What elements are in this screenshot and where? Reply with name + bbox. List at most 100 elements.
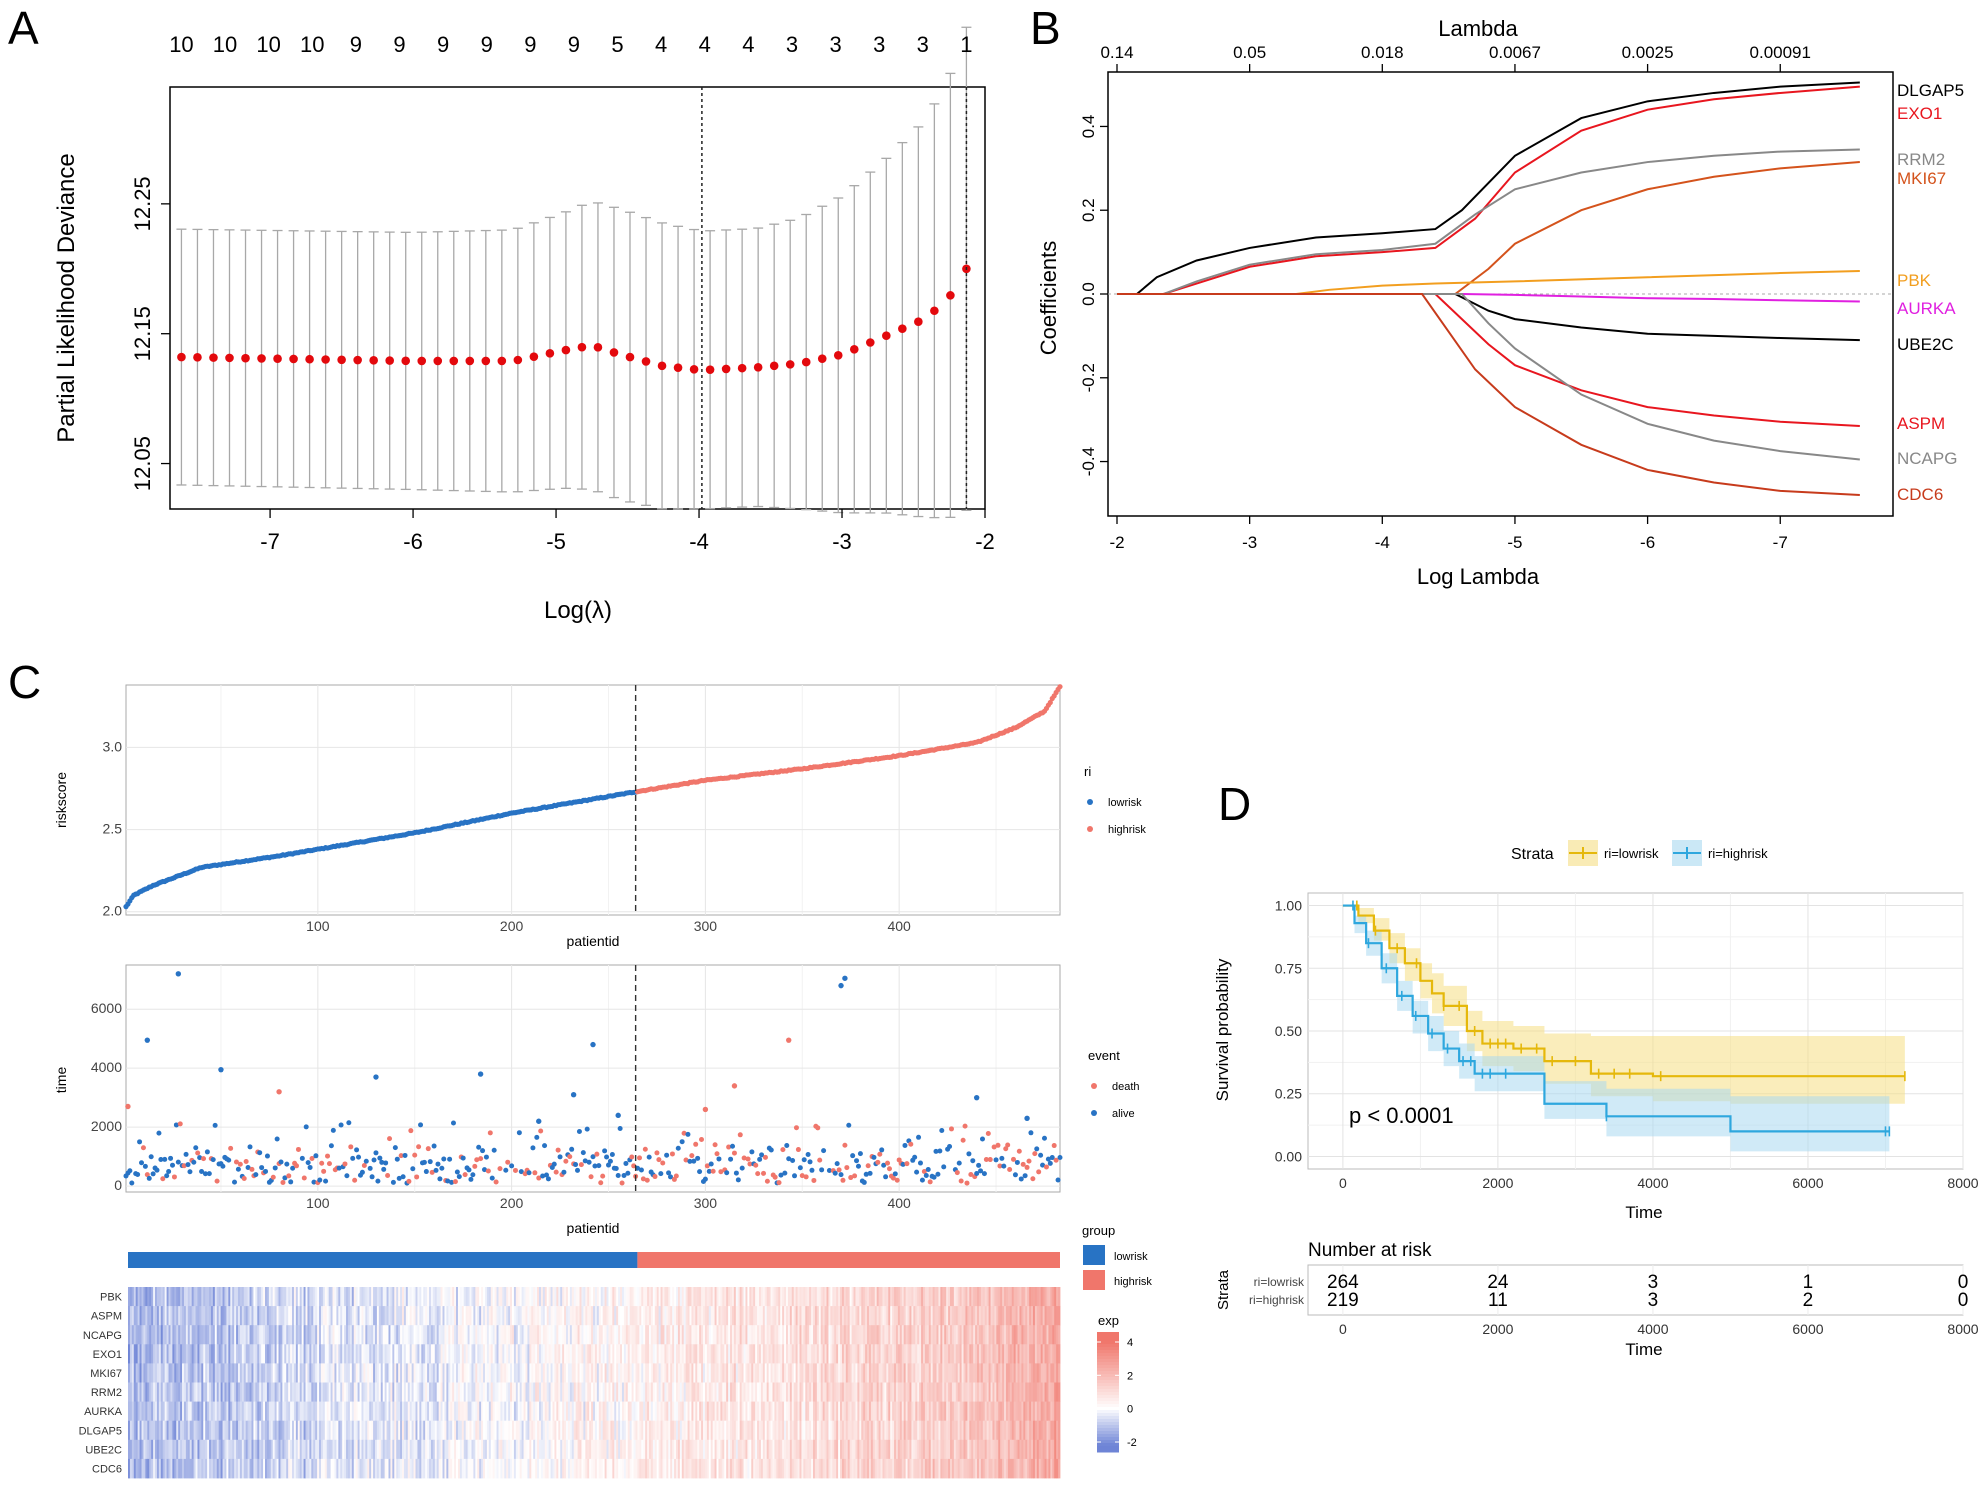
deviance-point xyxy=(257,354,266,363)
time-point xyxy=(1036,1169,1041,1174)
heatmap-cell xyxy=(1058,1287,1060,1307)
time-point xyxy=(141,1145,146,1150)
time-point xyxy=(732,1151,737,1156)
coef-path-rrm2 xyxy=(1117,149,1860,294)
deviance-point xyxy=(433,357,442,366)
panel-label-b: B xyxy=(1030,2,1061,54)
time-point xyxy=(703,1177,708,1182)
time-point xyxy=(156,1131,161,1136)
time-point xyxy=(453,1179,458,1184)
time-point xyxy=(530,1145,535,1150)
time-point xyxy=(924,1173,929,1178)
panel-c-heatmap: PBKASPMNCAPGEXO1MKI67RRM2AURKADLGAP5UBE2… xyxy=(79,1223,1153,1478)
time-point xyxy=(412,1153,417,1158)
deviance-point xyxy=(530,352,539,361)
time-point xyxy=(769,1147,774,1152)
legend-swatch xyxy=(1091,1110,1097,1116)
time-point xyxy=(703,1107,708,1112)
time-point xyxy=(470,1172,475,1177)
y-tick-label: 12.15 xyxy=(130,306,155,361)
top-count: 9 xyxy=(393,32,405,57)
time-point xyxy=(780,1147,785,1152)
time-point xyxy=(980,1137,985,1142)
time-point xyxy=(802,1157,807,1162)
top-count: 4 xyxy=(742,32,754,57)
time-point xyxy=(604,1154,609,1159)
time-point xyxy=(937,1148,942,1153)
time-point xyxy=(1042,1136,1047,1141)
gene-label-dlgap5: DLGAP5 xyxy=(1897,81,1964,100)
time-point xyxy=(660,1160,665,1165)
time-point xyxy=(403,1153,408,1158)
top-tick-label: 0.05 xyxy=(1233,43,1266,62)
time-point xyxy=(746,1156,751,1161)
time-point xyxy=(497,1166,502,1171)
time-point xyxy=(782,1171,787,1176)
panel-b-y-label: Coefficients xyxy=(1036,241,1061,356)
deviance-point xyxy=(882,331,891,340)
deviance-point xyxy=(610,348,619,357)
time-point xyxy=(342,1161,347,1166)
time-point xyxy=(372,1157,377,1162)
deviance-point xyxy=(802,358,811,367)
deviance-point xyxy=(722,365,731,374)
time-point xyxy=(184,1152,189,1157)
time-point xyxy=(434,1168,439,1173)
time-point xyxy=(928,1179,933,1184)
time-point xyxy=(1032,1151,1037,1156)
time-point xyxy=(914,1170,919,1175)
time-point xyxy=(461,1156,466,1161)
time-point xyxy=(468,1177,473,1182)
time-point xyxy=(976,1163,981,1168)
time-point xyxy=(286,1173,291,1178)
legend-title: event xyxy=(1088,1048,1120,1063)
legend-swatch xyxy=(1087,799,1093,805)
time-point xyxy=(765,1179,770,1184)
time-point xyxy=(664,1153,669,1158)
heatmap-cell xyxy=(1058,1306,1060,1326)
time-point xyxy=(629,1155,634,1160)
time-point xyxy=(215,1179,220,1184)
deviance-point xyxy=(482,357,491,366)
panel-a-chart: -7 -6 -5 -4 -3 -2 12.0512.1512.25 10 10 10 10 9 9 9… xyxy=(53,27,995,624)
time-point xyxy=(935,1172,940,1177)
time-point xyxy=(920,1178,925,1183)
time-point xyxy=(377,1156,382,1161)
time-point xyxy=(964,1181,969,1186)
time-point xyxy=(614,1166,619,1171)
top-count: 9 xyxy=(350,32,362,57)
time-point xyxy=(1011,1157,1016,1162)
time-point xyxy=(168,1156,173,1161)
time-point xyxy=(579,1162,584,1167)
time-point xyxy=(786,1037,791,1042)
top-count: 4 xyxy=(655,32,667,57)
top-tick-label: 0.0025 xyxy=(1622,43,1674,62)
time-point xyxy=(395,1157,400,1162)
time-point xyxy=(279,1159,284,1164)
time-point xyxy=(542,1143,547,1148)
time-point xyxy=(589,1174,594,1179)
top-tick-label: 0.018 xyxy=(1361,43,1404,62)
coef-path-aspm xyxy=(1117,294,1860,426)
time-point xyxy=(763,1155,768,1160)
time-point xyxy=(558,1154,563,1159)
time-point xyxy=(331,1128,336,1133)
time-point xyxy=(653,1174,658,1179)
coef-path-ube2c xyxy=(1117,294,1860,340)
panel-c-riskscore-legend: rilowriskhighrisk xyxy=(1084,764,1146,836)
time-point xyxy=(1025,1165,1030,1170)
time-point xyxy=(596,1163,601,1168)
time-point xyxy=(416,1144,421,1149)
time-point xyxy=(738,1132,743,1137)
time-point xyxy=(147,1176,152,1181)
time-point xyxy=(575,1168,580,1173)
time-point xyxy=(360,1170,365,1175)
time-point xyxy=(546,1176,551,1181)
time-point xyxy=(176,971,181,976)
time-point xyxy=(226,1158,231,1163)
time-point xyxy=(623,1161,628,1166)
time-point xyxy=(658,1171,663,1176)
panel-a-y-ticks: 12.0512.1512.25 xyxy=(130,176,170,491)
panel-c-time-x-ticks: 100 200 300 400 xyxy=(306,1195,911,1211)
x-tick-label: -6 xyxy=(403,529,423,554)
